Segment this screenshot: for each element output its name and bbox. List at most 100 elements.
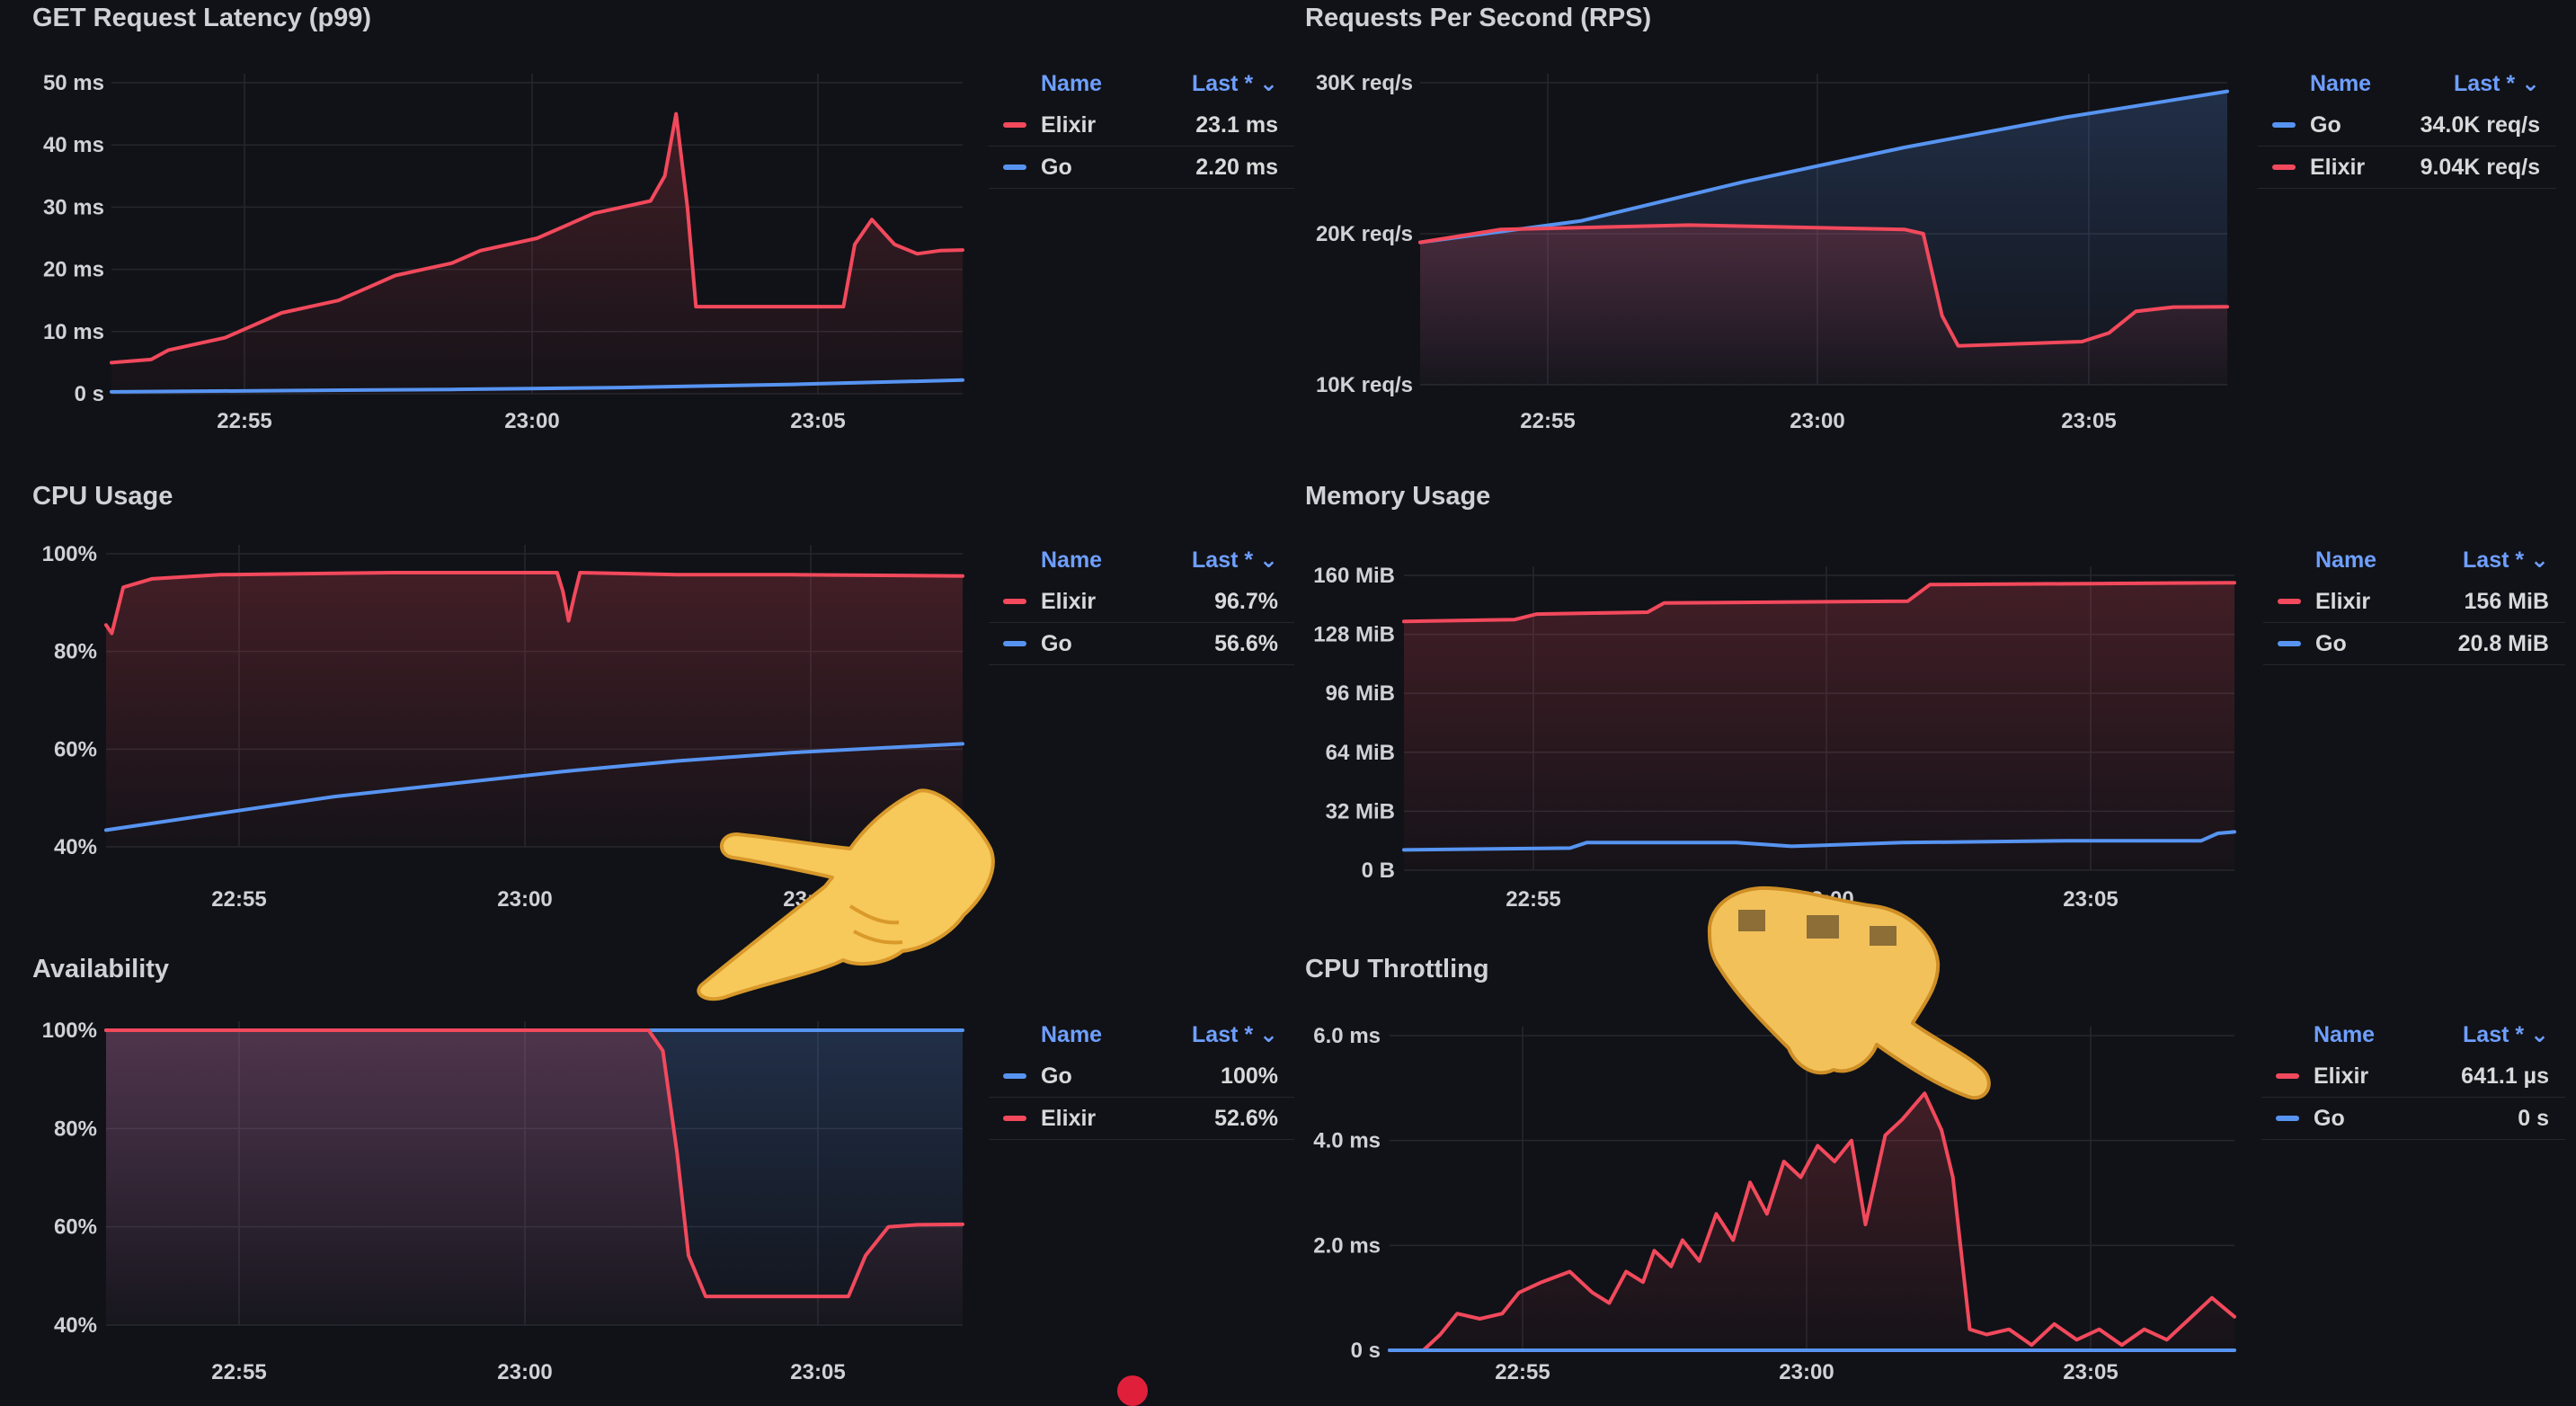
panel-title[interactable]: CPU Throttling: [1305, 955, 1489, 983]
y-tick-label: 128 MiB: [1313, 623, 1395, 647]
legend-last-header[interactable]: Last * ⌄: [2454, 71, 2540, 96]
legend-header: Name Last * ⌄: [989, 539, 1294, 581]
legend-swatch: [1003, 122, 1026, 128]
y-tick-label: 160 MiB: [1313, 564, 1395, 588]
legend-series-name: Elixir: [2310, 155, 2366, 180]
legend-name-header[interactable]: Name: [2315, 547, 2377, 573]
availability-chart: 100% 80% 60% 40% 22:55 23:00 23:05: [42, 1019, 964, 1384]
series-line-elixir[interactable]: [104, 571, 964, 636]
y-tick-label: 40%: [54, 835, 97, 859]
legend-last-value: 23.1 ms: [1195, 112, 1278, 138]
legend-row-elixir[interactable]: Elixir 96.7%: [989, 581, 1294, 623]
recording-indicator: [1117, 1375, 1148, 1406]
x-tick-label: 23:00: [497, 887, 552, 912]
x-tick-label: 23:05: [2063, 887, 2118, 912]
x-tick-label: 23:00: [1790, 409, 1844, 433]
legend-last-header[interactable]: Last * ⌄: [2463, 547, 2549, 573]
legend-row-elixir[interactable]: Elixir 641.1 µs: [2261, 1055, 2565, 1098]
legend-header: Name Last * ⌄: [2263, 539, 2565, 581]
x-tick-label: 22:55: [1506, 887, 1560, 912]
legend-series-name: Elixir: [1041, 112, 1097, 138]
rps-chart: 30K req/s 20K req/s 10K req/s 22:55 23:00 23:…: [1316, 71, 2229, 433]
panel-title[interactable]: Memory Usage: [1305, 482, 1491, 511]
series-line-go[interactable]: [1402, 830, 2236, 852]
legend-row-go[interactable]: Go 0 s: [2261, 1098, 2565, 1140]
legend-name-header[interactable]: Name: [2314, 1022, 2376, 1047]
x-tick-label: 23:00: [504, 409, 559, 433]
y-tick-label: 80%: [54, 1117, 97, 1141]
legend-row-elixir[interactable]: Elixir 156 MiB: [2263, 581, 2565, 623]
y-tick-label: 30K req/s: [1316, 71, 1413, 95]
legend-swatch: [1003, 1116, 1026, 1121]
x-tick-label: 23:05: [2063, 1360, 2118, 1384]
y-tick-label: 50 ms: [43, 71, 104, 95]
y-tick-label: 60%: [54, 737, 97, 761]
y-tick-label: 32 MiB: [1326, 799, 1395, 823]
legend-name-header[interactable]: Name: [1041, 547, 1103, 573]
panel-title[interactable]: Requests Per Second (RPS): [1305, 4, 1652, 32]
panel-title[interactable]: GET Request Latency (p99): [32, 4, 372, 32]
legend-last-header[interactable]: Last * ⌄: [1192, 1022, 1278, 1047]
series-area-elixir: [106, 573, 963, 847]
series-line-go[interactable]: [104, 742, 964, 832]
legend-series-name: Go: [1041, 155, 1072, 180]
panel-title[interactable]: CPU Usage: [32, 482, 173, 511]
x-tick-label: 23:05: [2061, 409, 2116, 433]
legend-last-header[interactable]: Last * ⌄: [1192, 547, 1278, 573]
panel-title[interactable]: Availability: [32, 955, 170, 983]
x-tick-label: 23:05: [790, 1360, 845, 1384]
legend-series-name: Elixir: [1041, 1106, 1097, 1131]
legend-last-value: 2.20 ms: [1195, 155, 1278, 180]
legend-last-value: 156 MiB: [2464, 589, 2549, 614]
legend-last-header[interactable]: Last * ⌄: [1192, 71, 1278, 96]
series-line-elixir[interactable]: [110, 111, 964, 365]
legend-name-header[interactable]: Name: [2310, 71, 2372, 96]
legend-row-elixir[interactable]: Elixir 52.6%: [989, 1098, 1294, 1140]
x-tick-label: 22:55: [217, 409, 271, 433]
y-tick-label: 30 ms: [43, 195, 104, 219]
y-tick-label: 20K req/s: [1316, 222, 1413, 246]
series-line-elixir[interactable]: [1402, 581, 2236, 624]
panel-memory-usage: Memory Usage 160 MiB 128 MiB 96 MiB 64 MiB 3…: [1305, 476, 2565, 926]
legend-row-go[interactable]: Go 20.8 MiB: [2263, 623, 2565, 665]
legend-row-go[interactable]: Go 56.6%: [989, 623, 1294, 665]
y-tick-label: 10K req/s: [1316, 373, 1413, 397]
y-tick-label: 10 ms: [43, 320, 104, 344]
pointing-hand-icon: [697, 788, 995, 1001]
legend-last-header[interactable]: Last * ⌄: [2463, 1022, 2549, 1047]
series-area-elixir: [111, 113, 963, 394]
panel-get-request-latency: GET Request Latency (p99) 50 ms 40 ms 30 m…: [32, 0, 1294, 458]
legend-header: Name Last * ⌄: [2261, 1014, 2565, 1055]
series-line-go[interactable]: [110, 378, 964, 394]
x-tick-label: 23:00: [497, 1360, 552, 1384]
series-line-go[interactable]: [1418, 89, 2229, 245]
legend-row-elixir[interactable]: Elixir 9.04K req/s: [2258, 147, 2556, 189]
x-tick-label: 22:55: [1520, 409, 1575, 433]
panel-cpu-throttling: CPU Throttling 6.0 ms 4.0 ms 2.0 ms 0 s 22:5…: [1305, 951, 2565, 1390]
y-tick-label: 64 MiB: [1326, 741, 1395, 765]
legend-swatch: [2272, 165, 2296, 170]
legend-swatch: [2278, 599, 2301, 604]
y-tick-label: 60%: [54, 1215, 97, 1240]
y-tick-label: 40%: [54, 1313, 97, 1338]
legend-row-go[interactable]: Go 34.0K req/s: [2258, 104, 2556, 147]
series-line-elixir[interactable]: [1418, 223, 2229, 348]
cpu-throttling-chart: 6.0 ms 4.0 ms 2.0 ms 0 s 22:55 23:00 23:05: [1313, 1024, 2236, 1384]
legend-last-value: 34.0K req/s: [2420, 112, 2540, 138]
legend-name-header[interactable]: Name: [1041, 71, 1103, 96]
series-line-elixir[interactable]: [104, 1028, 964, 1299]
y-tick-label: 20 ms: [43, 258, 104, 282]
series-line-elixir[interactable]: [1388, 1091, 2236, 1352]
legend-row-go[interactable]: Go 2.20 ms: [989, 147, 1294, 189]
legend-swatch: [2272, 122, 2296, 128]
latency-legend: Name Last * ⌄ Elixir 23.1 ms Go 2.20 ms: [989, 63, 1294, 189]
legend-series-name: Elixir: [2314, 1063, 2369, 1089]
x-tick-label: 23:05: [790, 409, 845, 433]
legend-last-value: 9.04K req/s: [2420, 155, 2540, 180]
legend-name-header[interactable]: Name: [1041, 1022, 1103, 1047]
legend-last-value: 0 s: [2518, 1106, 2549, 1131]
legend-row-elixir[interactable]: Elixir 23.1 ms: [989, 104, 1294, 147]
legend-row-go[interactable]: Go 100%: [989, 1055, 1294, 1098]
